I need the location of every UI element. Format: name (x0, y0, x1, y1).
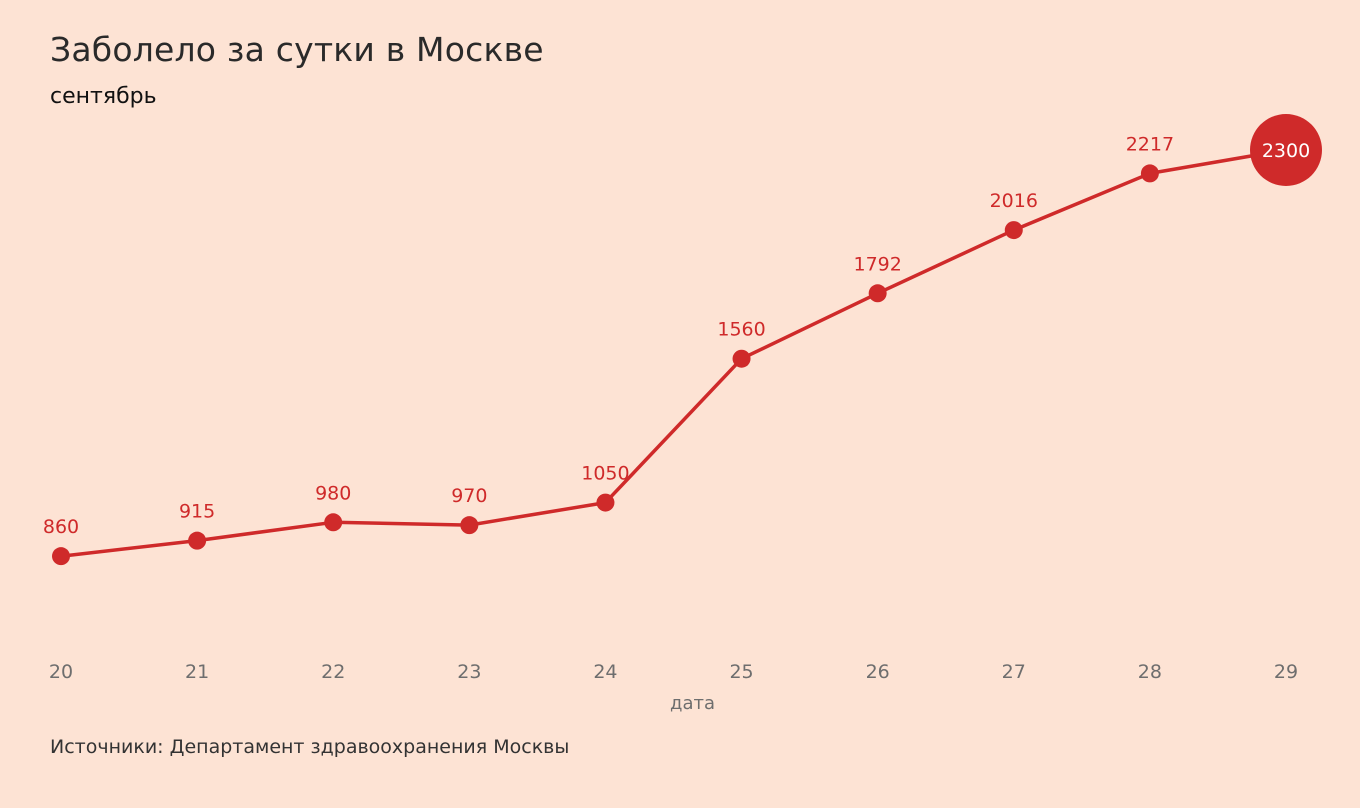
data-label: 2217 (1126, 133, 1174, 155)
series-line (60, 148, 1287, 558)
data-label: 915 (179, 501, 215, 523)
x-axis-label: дата (670, 693, 715, 714)
data-label: 980 (315, 482, 351, 504)
chart-title: Заболело за сутки в Москве (50, 30, 544, 69)
data-label: 970 (451, 485, 487, 507)
data-point (732, 349, 751, 368)
data-point (868, 284, 887, 303)
x-tick-label: 26 (866, 661, 890, 683)
highlight-point (1250, 114, 1322, 186)
x-tick-label: 21 (185, 661, 209, 683)
x-tick-label: 29 (1274, 661, 1298, 683)
x-tick-label: 25 (729, 661, 753, 683)
data-label: 2016 (990, 190, 1038, 212)
data-label: 1792 (853, 253, 901, 275)
data-point (52, 547, 70, 566)
data-point (1140, 164, 1159, 183)
x-tick-label: 28 (1138, 661, 1162, 683)
data-point (460, 516, 479, 535)
data-point (188, 531, 207, 550)
data-label: 1560 (717, 319, 765, 341)
data-label: 2300 (1262, 140, 1310, 162)
source-note: Источники: Департамент здравоохранения М… (50, 736, 570, 758)
x-tick-label: 23 (457, 661, 481, 683)
x-tick-label: 24 (593, 661, 617, 683)
x-tick-label: 27 (1002, 661, 1026, 683)
data-point (1004, 221, 1023, 240)
data-point (324, 513, 343, 532)
data-label: 1050 (581, 463, 629, 485)
data-point (596, 493, 615, 512)
data-label: 860 (43, 516, 79, 538)
chart-subtitle: сентябрь (50, 84, 157, 109)
x-tick-label: 22 (321, 661, 345, 683)
x-tick-label: 20 (49, 661, 73, 683)
